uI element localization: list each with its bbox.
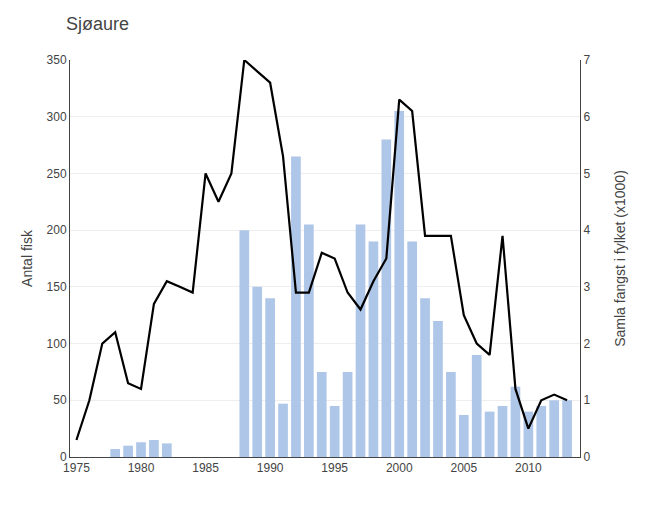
svg-text:300: 300 bbox=[47, 110, 67, 124]
svg-text:1975: 1975 bbox=[63, 461, 90, 475]
svg-text:2000: 2000 bbox=[386, 461, 413, 475]
svg-text:Sjøaure: Sjøaure bbox=[66, 14, 129, 34]
svg-text:0: 0 bbox=[583, 450, 590, 464]
svg-text:1985: 1985 bbox=[192, 461, 219, 475]
svg-text:200: 200 bbox=[47, 223, 67, 237]
svg-text:6: 6 bbox=[583, 110, 590, 124]
svg-text:Samla fangst i fylket (x1000): Samla fangst i fylket (x1000) bbox=[612, 170, 628, 347]
svg-text:2: 2 bbox=[583, 337, 590, 351]
svg-text:Antal fisk: Antal fisk bbox=[19, 229, 35, 287]
svg-text:2005: 2005 bbox=[450, 461, 477, 475]
svg-text:1980: 1980 bbox=[128, 461, 155, 475]
svg-text:1995: 1995 bbox=[321, 461, 348, 475]
svg-text:1: 1 bbox=[583, 393, 590, 407]
svg-text:4: 4 bbox=[583, 223, 590, 237]
svg-text:250: 250 bbox=[47, 167, 67, 181]
svg-text:350: 350 bbox=[47, 53, 67, 67]
svg-text:50: 50 bbox=[53, 393, 67, 407]
svg-text:1990: 1990 bbox=[257, 461, 284, 475]
svg-text:100: 100 bbox=[47, 337, 67, 351]
svg-text:2010: 2010 bbox=[515, 461, 542, 475]
svg-text:3: 3 bbox=[583, 280, 590, 294]
svg-text:150: 150 bbox=[47, 280, 67, 294]
svg-text:0: 0 bbox=[60, 450, 67, 464]
svg-text:5: 5 bbox=[583, 167, 590, 181]
svg-text:7: 7 bbox=[583, 53, 590, 67]
